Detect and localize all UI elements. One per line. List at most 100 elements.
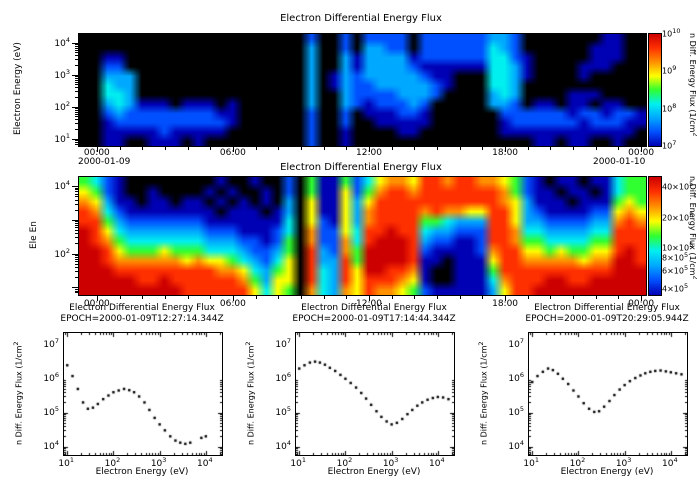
y-minor-tick (75, 229, 78, 231)
x-minor-tick (391, 296, 393, 299)
y-minor-tick (75, 203, 78, 205)
y-minor-tick (75, 116, 78, 118)
y-tick-label: 104 (54, 35, 70, 49)
time-tick-label: 00:00 (628, 299, 655, 309)
time-tick-label: 00:00 (83, 299, 110, 309)
x-tick-mark (232, 147, 234, 152)
y-minor-tick (75, 266, 78, 268)
y-tick-mark (72, 106, 78, 108)
middle-title: Electron Differential Energy Flux (280, 162, 442, 173)
x-minor-tick (618, 147, 620, 150)
x-minor-tick (459, 296, 461, 299)
x-tick-label: 101 (290, 456, 307, 469)
x-tick-mark (96, 296, 98, 301)
middle-colorbar (648, 176, 662, 296)
x-minor-tick (573, 296, 575, 299)
y-minor-tick (75, 59, 78, 61)
x-minor-tick (550, 147, 552, 150)
x-tick-mark (368, 296, 370, 301)
x-tick-mark (641, 296, 643, 301)
spectrum2-x-axis-label: Electron Energy (eV) (327, 467, 421, 477)
x-minor-tick (573, 147, 575, 150)
x-tick-label: 104 (662, 456, 678, 469)
y-tick-label: 102 (54, 246, 70, 260)
y-minor-tick (75, 193, 78, 195)
x-tick-label: 101 (58, 456, 75, 469)
y-minor-tick (75, 243, 78, 245)
x-minor-tick (142, 296, 144, 299)
end-date-label: 2000-01-10 (593, 157, 646, 167)
y-minor-tick (75, 292, 78, 294)
y-minor-tick (75, 87, 78, 89)
y-minor-tick (75, 76, 78, 78)
x-tick-label: 102 (569, 456, 586, 469)
x-minor-tick (595, 147, 597, 150)
y-minor-tick (75, 196, 78, 198)
spectrum1-epoch: EPOCH=2000-01-09T12:27:14.344Z (60, 314, 224, 324)
y-tick-label: 104 (508, 438, 524, 452)
time-tick-label: 06:00 (219, 299, 246, 309)
x-minor-tick (346, 147, 348, 150)
x-minor-tick (300, 147, 302, 150)
x-tick-mark (368, 147, 370, 152)
time-tick-label: 18:00 (492, 148, 519, 158)
y-minor-tick (75, 256, 78, 258)
y-minor-tick (75, 91, 78, 93)
x-tick-mark (641, 147, 643, 152)
colorbar-tick-label: 6×105 (662, 264, 689, 276)
x-minor-tick (595, 296, 597, 299)
y-minor-tick (75, 84, 78, 86)
y-minor-tick (75, 64, 78, 66)
x-tick-label: 103 (150, 456, 167, 469)
y-minor-tick (75, 277, 78, 279)
x-tick-label: 104 (197, 456, 213, 469)
y-tick-mark (72, 138, 78, 140)
y-minor-tick (75, 233, 78, 235)
x-minor-tick (323, 147, 325, 150)
y-tick-label: 107 (275, 336, 291, 350)
y-tick-label: 107 (43, 336, 59, 350)
y-tick-label: 104 (54, 179, 70, 193)
spectrum1-canvas (63, 332, 223, 456)
x-minor-tick (164, 296, 166, 299)
y-minor-tick (75, 52, 78, 54)
y-minor-tick (75, 96, 78, 98)
x-minor-tick (527, 147, 529, 150)
x-minor-tick (210, 147, 212, 150)
top-title: Electron Differential Energy Flux (280, 13, 442, 24)
colorbar-tick-label: 107 (662, 139, 677, 151)
x-minor-tick (210, 296, 212, 299)
spectrum2-epoch: EPOCH=2000-01-09T17:14:44.344Z (292, 314, 456, 324)
middle-y-axis-label: Ele En (29, 221, 39, 249)
x-tick-label: 103 (615, 456, 632, 469)
y-minor-tick (75, 128, 78, 130)
y-minor-tick (75, 191, 78, 193)
y-minor-tick (75, 189, 78, 191)
y-tick-mark (72, 287, 78, 289)
x-minor-tick (119, 147, 121, 150)
y-tick-label: 107 (508, 336, 524, 350)
y-minor-tick (75, 209, 78, 211)
colorbar-title: n Diff. Energy Flux (1/cm2 (687, 176, 697, 280)
x-minor-tick (323, 296, 325, 299)
x-minor-tick (187, 147, 189, 150)
x-tick-mark (505, 296, 507, 301)
x-minor-tick (142, 147, 144, 150)
y-tick-label: 103 (54, 67, 70, 81)
colorbar-tick-label: 108 (662, 101, 677, 114)
top-y-axis-label: Electron Energy (eV) (13, 42, 23, 136)
middle-spectrogram-canvas (78, 176, 647, 296)
start-date-label: 2000-01-09 (78, 157, 131, 167)
y-minor-tick (75, 261, 78, 263)
x-minor-tick (482, 296, 484, 299)
y-minor-tick (75, 47, 78, 49)
x-minor-tick (414, 296, 416, 299)
top-colorbar (648, 33, 662, 147)
y-tick-label: 106 (508, 370, 524, 384)
y-minor-tick (75, 45, 78, 47)
colorbar-tick-label: 40×105 (662, 179, 694, 192)
y-tick-label: 104 (275, 438, 291, 452)
y-minor-tick (75, 271, 78, 273)
y-minor-tick (75, 77, 78, 79)
x-minor-tick (391, 147, 393, 150)
